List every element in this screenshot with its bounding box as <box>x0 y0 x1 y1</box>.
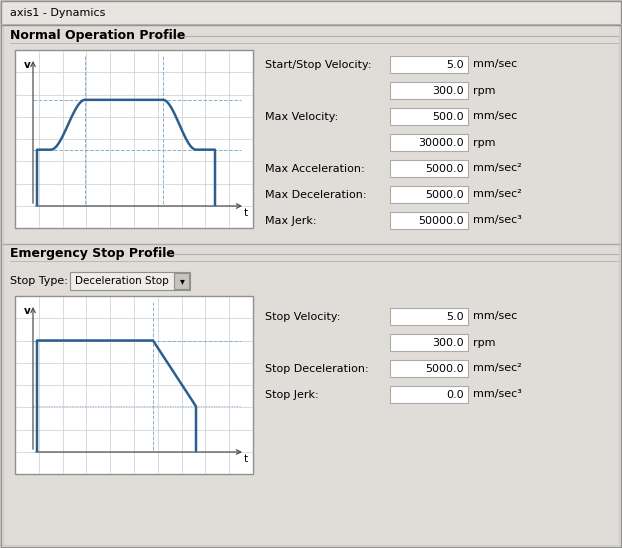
Text: Stop Velocity:: Stop Velocity: <box>265 311 340 322</box>
Text: mm/sec²: mm/sec² <box>473 363 522 374</box>
Text: 300.0: 300.0 <box>432 338 464 347</box>
Text: mm/sec³: mm/sec³ <box>473 215 522 225</box>
Text: mm/sec: mm/sec <box>473 311 518 322</box>
Text: mm/sec²: mm/sec² <box>473 163 522 174</box>
Text: 5000.0: 5000.0 <box>425 163 464 174</box>
Text: v: v <box>24 60 31 70</box>
Text: mm/sec²: mm/sec² <box>473 190 522 199</box>
Bar <box>174 273 189 289</box>
Text: v: v <box>24 306 31 316</box>
Text: mm/sec: mm/sec <box>473 111 518 122</box>
Text: t: t <box>244 454 248 464</box>
Text: 0.0: 0.0 <box>447 390 464 399</box>
Bar <box>390 56 468 73</box>
Text: 30000.0: 30000.0 <box>419 138 464 147</box>
Text: Stop Jerk:: Stop Jerk: <box>265 390 318 399</box>
Text: Max Velocity:: Max Velocity: <box>265 111 338 122</box>
Bar <box>390 134 468 151</box>
Text: 300.0: 300.0 <box>432 85 464 95</box>
Bar <box>390 334 468 351</box>
Bar <box>390 308 468 325</box>
Bar <box>390 186 468 203</box>
Text: axis1 - Dynamics: axis1 - Dynamics <box>10 8 105 18</box>
Bar <box>390 108 468 125</box>
Text: Max Acceleration:: Max Acceleration: <box>265 163 364 174</box>
Text: mm/sec: mm/sec <box>473 60 518 70</box>
Bar <box>70 272 190 290</box>
Bar <box>390 82 468 99</box>
Text: mm/sec³: mm/sec³ <box>473 390 522 399</box>
Text: rpm: rpm <box>473 338 496 347</box>
Text: 5000.0: 5000.0 <box>425 190 464 199</box>
Bar <box>390 212 468 229</box>
Text: Start/Stop Velocity:: Start/Stop Velocity: <box>265 60 371 70</box>
Bar <box>1 1 621 25</box>
Text: 500.0: 500.0 <box>432 111 464 122</box>
Bar <box>15 296 253 474</box>
Bar <box>390 160 468 177</box>
Text: 5.0: 5.0 <box>447 311 464 322</box>
Text: Stop Type:: Stop Type: <box>10 276 68 286</box>
Text: Emergency Stop Profile: Emergency Stop Profile <box>10 248 175 260</box>
Bar <box>390 360 468 377</box>
Text: rpm: rpm <box>473 85 496 95</box>
Text: Normal Operation Profile: Normal Operation Profile <box>10 30 185 43</box>
Text: 50000.0: 50000.0 <box>419 215 464 225</box>
Text: Deceleration Stop: Deceleration Stop <box>75 276 169 286</box>
Text: Stop Deceleration:: Stop Deceleration: <box>265 363 369 374</box>
Text: 5000.0: 5000.0 <box>425 363 464 374</box>
Text: ▾: ▾ <box>180 276 185 286</box>
Text: Max Deceleration:: Max Deceleration: <box>265 190 366 199</box>
Text: 5.0: 5.0 <box>447 60 464 70</box>
Text: Max Jerk:: Max Jerk: <box>265 215 317 225</box>
Text: rpm: rpm <box>473 138 496 147</box>
Text: t: t <box>244 208 248 218</box>
Bar <box>15 50 253 228</box>
Bar <box>390 386 468 403</box>
